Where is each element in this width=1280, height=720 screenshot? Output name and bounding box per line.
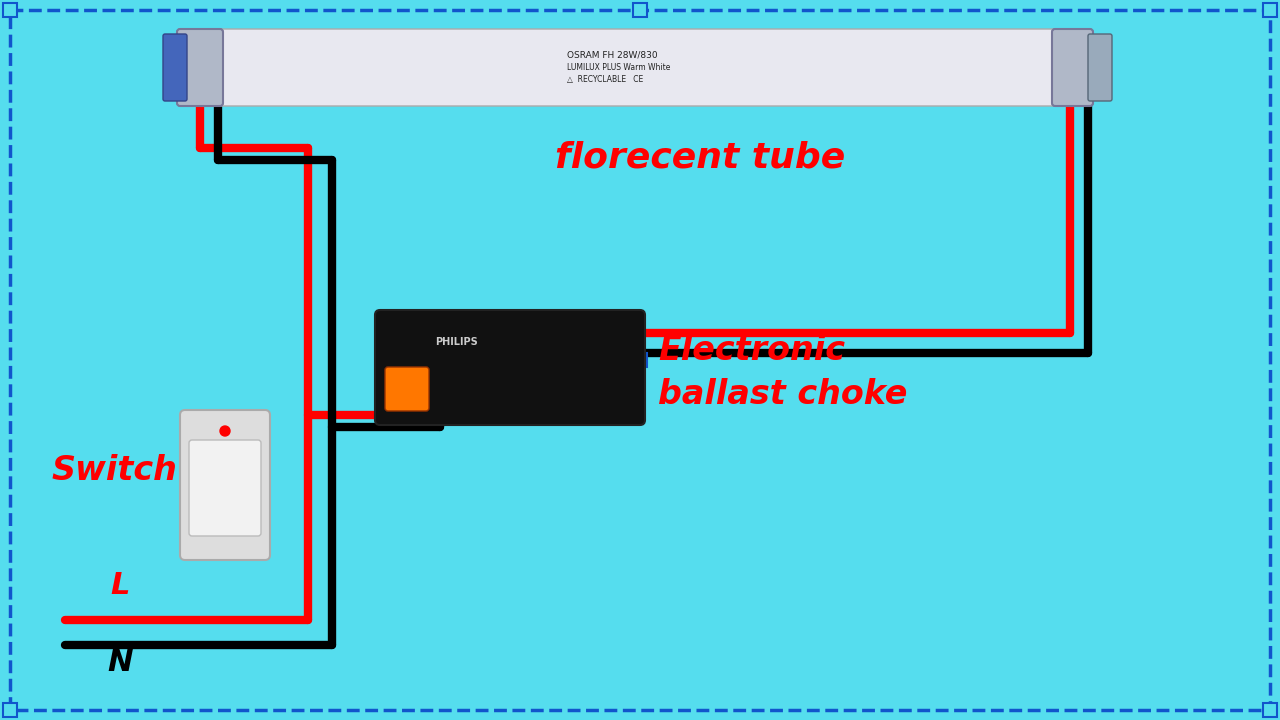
FancyBboxPatch shape (189, 440, 261, 536)
Bar (634, 3, 646, 17)
Text: PHILIPS: PHILIPS (435, 337, 477, 347)
Text: △  RECYCLABLE   CE: △ RECYCLABLE CE (567, 75, 644, 84)
Text: florecent tube: florecent tube (554, 140, 845, 174)
Text: OSRAM FH 28W/830: OSRAM FH 28W/830 (567, 50, 658, 59)
FancyBboxPatch shape (1052, 29, 1093, 106)
FancyBboxPatch shape (385, 367, 429, 411)
FancyBboxPatch shape (177, 29, 223, 106)
Text: L: L (110, 571, 129, 600)
Bar (3, 3, 17, 17)
Text: Switch: Switch (51, 454, 177, 487)
Bar (1263, 3, 1277, 17)
FancyBboxPatch shape (163, 34, 187, 101)
Text: LUMILUX PLUS Warm White: LUMILUX PLUS Warm White (567, 63, 671, 72)
Circle shape (220, 426, 230, 436)
Bar (1263, 703, 1277, 717)
Text: N: N (108, 648, 133, 677)
FancyBboxPatch shape (211, 29, 1074, 106)
FancyBboxPatch shape (1088, 34, 1112, 101)
Bar (634, 353, 646, 367)
Text: Electronic
ballast choke: Electronic ballast choke (658, 334, 908, 410)
Bar (3, 703, 17, 717)
FancyBboxPatch shape (375, 310, 645, 425)
FancyBboxPatch shape (180, 410, 270, 560)
